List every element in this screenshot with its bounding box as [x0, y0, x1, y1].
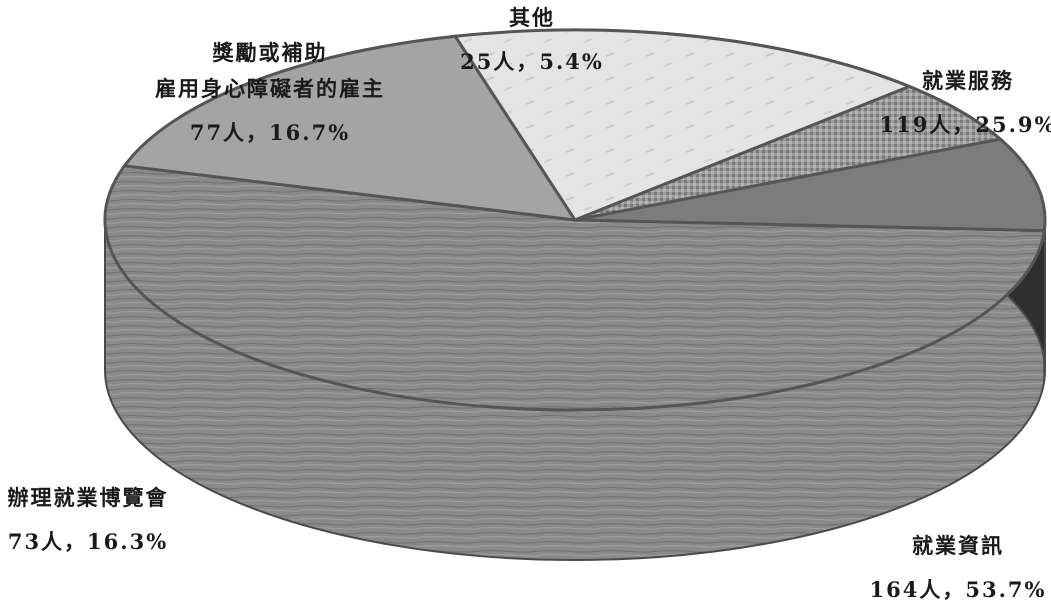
slice-name: 辦理就業博覽會 — [8, 485, 169, 510]
slice-name: 獎勵或補助 — [212, 40, 328, 65]
slice-name: 雇用身心障礙者的雇主 — [155, 76, 385, 101]
slice-label-1: 就業資訊 164人，53.7% — [870, 533, 1047, 602]
slice-value: 119人，25.9% — [880, 112, 1051, 137]
slice-value: 25人，5.4% — [460, 49, 604, 74]
slice-value: 77人，16.7% — [190, 120, 350, 145]
slice-value: 164人，53.7% — [870, 577, 1047, 602]
slice-label-2: 辦理就業博覽會 73人，16.3% — [8, 485, 169, 554]
slice-name: 其他 — [509, 5, 555, 30]
slice-value: 73人，16.3% — [8, 529, 168, 554]
slice-name: 就業資訊 — [912, 533, 1004, 558]
slice-name: 就業服務 — [922, 68, 1014, 93]
